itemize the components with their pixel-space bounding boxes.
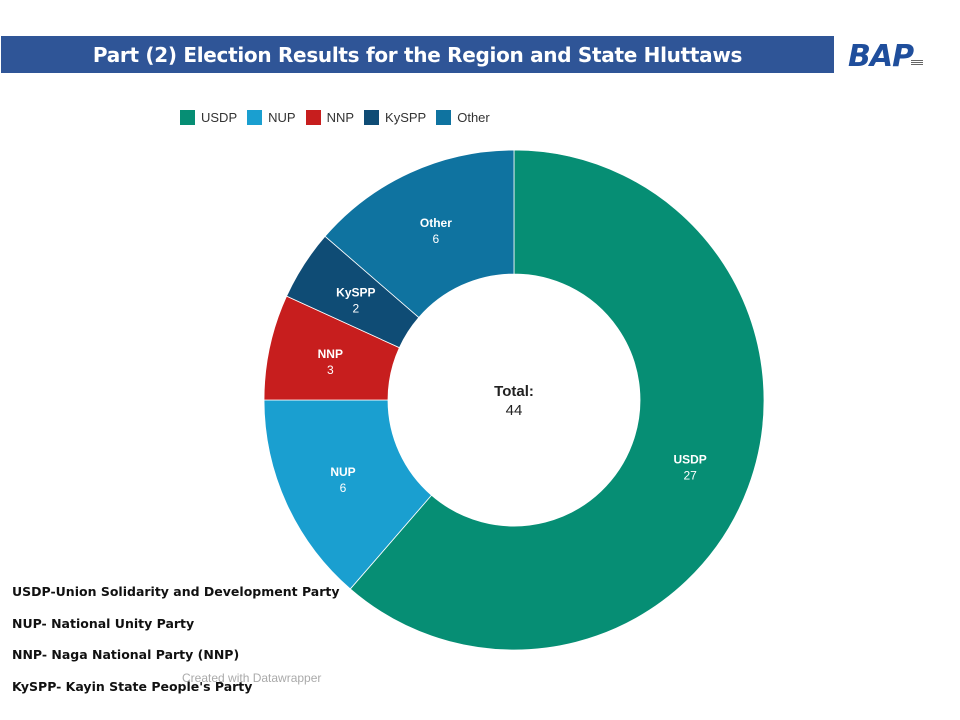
slice-value-nnp: 3 [327,363,334,377]
slice-nup [263,399,433,590]
slice-value-usdp: 27 [683,469,697,483]
slice-value-kyspp: 2 [353,301,360,315]
legend-label: Other [457,110,490,125]
legend-item-nnp: NNP [305,110,355,125]
abbreviations-list: USDP-Union Solidarity and Development Pa… [12,584,340,710]
legend-item-nup: NUP [247,110,296,125]
legend-swatch [247,110,263,125]
abbreviation-usdp: USDP-Union Solidarity and Development Pa… [12,584,340,599]
legend-label: KySPP [385,110,427,125]
legend-swatch [305,110,321,125]
slice-usdp [349,149,765,651]
abbreviation-nup: NUP- National Unity Party [12,615,195,631]
legend-label: USDP [201,110,238,125]
donut-labels: USDP 27 NUP 6 NNP 3 KySPP 2 Other 6 [318,216,707,495]
legend-label: NUP [268,110,296,125]
slice-label-kyspp: KySPP [336,285,375,299]
slice-label-other: Other [420,216,452,230]
legend-item-kyspp: KySPP [364,110,426,125]
slice-label-usdp: USDP [673,453,706,467]
legend-item-usdp: USDP [180,110,237,125]
bap-logo: BAP [848,40,928,74]
page-title: Part (2) Election Results for the Region… [92,42,743,67]
total-value: 44 [506,402,523,419]
logo-text: BAP [848,39,914,74]
abbreviation-nnp: NNP- Naga National Party (NNP) [12,647,240,662]
legend-swatch [180,110,195,125]
slice-label-nup: NUP [330,465,355,479]
donut-slices [263,149,765,651]
legend-label: NNP [326,110,355,125]
legend-swatch [364,110,380,125]
logo-subtext-icon [911,60,923,68]
slice-value-other: 6 [433,232,440,246]
slice-other [324,149,515,319]
abbreviation-kyspp: KySPP- Kayin State People's Party [12,678,253,694]
total-label: Total: [494,383,534,400]
chart-legend: USDP NUP NNP KySPP Other [180,110,500,125]
slice-label-nnp: NNP [318,347,343,361]
datawrapper-credit: Created with Datawrapper [182,671,322,685]
slice-value-nup: 6 [340,481,347,495]
legend-item-other: Other [436,110,490,125]
title-banner: Part (2) Election Results for the Region… [1,36,834,73]
legend-swatch [436,110,452,125]
